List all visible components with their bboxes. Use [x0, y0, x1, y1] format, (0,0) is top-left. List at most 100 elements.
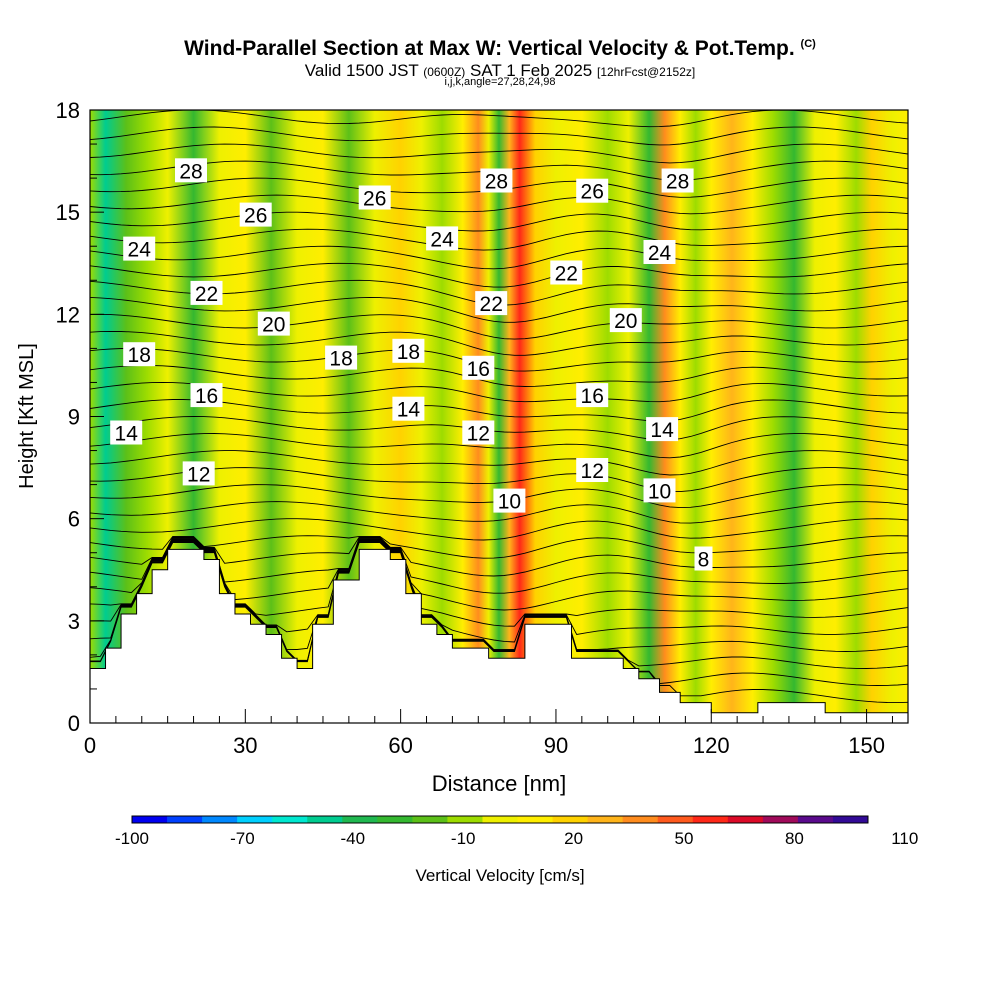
theta-contour-line [90, 416, 908, 441]
colorbar-tick-label: 20 [564, 829, 583, 848]
theta-contour-line [90, 501, 908, 524]
contour-label-text: 22 [555, 263, 578, 286]
contour-label: 18 [325, 345, 358, 371]
y-tick-label: 18 [56, 98, 80, 123]
colorbar-segment [272, 816, 308, 823]
contour-label: 26 [358, 185, 391, 211]
theta-contour-line [90, 143, 908, 164]
contour-label: 14 [646, 417, 679, 442]
contour-label: 16 [462, 355, 495, 381]
contour-label: 20 [257, 311, 290, 337]
theta-contour-line [90, 262, 908, 288]
colorbar-segment [517, 816, 554, 823]
contour-label-box [550, 260, 583, 285]
theta-contour-line [90, 535, 908, 559]
copyright-tag: (C) [800, 38, 816, 50]
colorbar-segment [202, 816, 238, 823]
theta-contour-line [90, 433, 908, 459]
contour-label-text: 14 [397, 399, 421, 422]
contour-label: 18 [392, 338, 425, 364]
contour-label-text: 14 [115, 423, 139, 446]
contour-labels: 28 26 24 22 20 18 16 14 12 26 24 18 18 14 28 22 16 12 10 26… [110, 158, 713, 572]
contour-label-box [643, 478, 676, 503]
colorbar-tick-label: 80 [785, 829, 804, 848]
contour-label-text: 28 [485, 171, 508, 194]
theta-contour-line [90, 399, 908, 422]
y-tick-label: 12 [56, 302, 80, 327]
colorbar-segment [762, 816, 799, 823]
colorbar-frame [131, 815, 869, 824]
contour-label-text: 24 [430, 228, 454, 251]
theta-contour-line [90, 296, 908, 323]
colorbar-segment [832, 816, 869, 823]
contour-label-box [358, 185, 391, 210]
contour-label-box [576, 178, 609, 203]
contour-label-text: 16 [581, 385, 604, 408]
colorbar-segment [342, 816, 378, 823]
chart-title: Wind-Parallel Section at Max W: Vertical… [184, 37, 816, 60]
contour-label-box [480, 168, 513, 193]
colorbar-tick-label: -70 [230, 829, 255, 848]
contour-label-box [123, 342, 156, 367]
contour-label: 12 [576, 458, 609, 483]
contour-label-box [643, 240, 676, 264]
theta-contour-line [90, 313, 908, 340]
contour-label-box [576, 458, 609, 482]
valid-time-line: Valid 1500 JST (0600Z) SAT 1 Feb 2025 [1… [304, 61, 696, 80]
contour-label-box [646, 417, 679, 442]
colorbar-segment [412, 816, 448, 823]
contour-label: 18 [123, 342, 156, 367]
colorbar: -100 -70 -40 -10 20 50 80 110 [115, 815, 918, 848]
colorbar-segment [237, 816, 273, 823]
contour-label: 10 [643, 478, 676, 503]
colorbar-tick-label: 110 [891, 829, 918, 848]
colorbar-segment [587, 816, 624, 823]
terrain-profile [90, 548, 908, 723]
theta-contour-line [90, 347, 908, 372]
contour-label-text: 16 [467, 358, 490, 381]
contour-label: 16 [190, 383, 223, 408]
contour-label-box [475, 291, 508, 316]
contour-label-text: 20 [262, 314, 285, 337]
contour-label-box [110, 420, 143, 445]
colorbar-segment [307, 816, 343, 823]
contour-label: 26 [576, 178, 609, 204]
colorbar-segment [167, 816, 203, 823]
contour-label-text: 8 [698, 549, 710, 572]
colorbar-segment [727, 816, 764, 823]
contour-label-text: 22 [195, 283, 218, 306]
contour-label-text: 10 [648, 480, 671, 503]
contour-label: 10 [493, 488, 526, 514]
contour-label-box [462, 420, 495, 445]
theta-contour-line [90, 364, 908, 387]
potential-temperature-contours [90, 110, 908, 704]
contour-label-text: 20 [614, 310, 637, 333]
contour-label-box [661, 168, 694, 193]
contour-label-box [493, 488, 526, 513]
contour-label: 24 [643, 240, 676, 265]
contour-label-box [123, 236, 156, 261]
valid-utc: (0600Z) [423, 65, 466, 79]
forecast-info: [12hrFcst@2152z] [596, 65, 696, 79]
contour-label-text: 26 [244, 205, 267, 228]
contour-label-text: 14 [650, 419, 674, 442]
contour-label: 16 [576, 383, 609, 408]
contour-label: 24 [426, 226, 459, 251]
y-tick-label: 15 [56, 200, 80, 225]
contour-label: 12 [462, 420, 495, 446]
theta-contour-line [90, 245, 908, 270]
x-axis: 0 30 60 90 120 150 [84, 709, 893, 758]
theta-contour-line [90, 537, 908, 611]
theta-contour-line [90, 228, 908, 251]
x-tick-label: 60 [388, 733, 412, 758]
colorbar-segment [692, 816, 729, 823]
y-axis: 0 3 6 9 12 15 18 [56, 98, 104, 736]
contour-label-text: 24 [648, 242, 672, 265]
colorbar-segment [622, 816, 659, 823]
contour-label: 26 [239, 202, 272, 228]
contour-label-box [257, 311, 290, 336]
colorbar-segment [132, 816, 168, 823]
contour-label: 14 [392, 396, 425, 422]
